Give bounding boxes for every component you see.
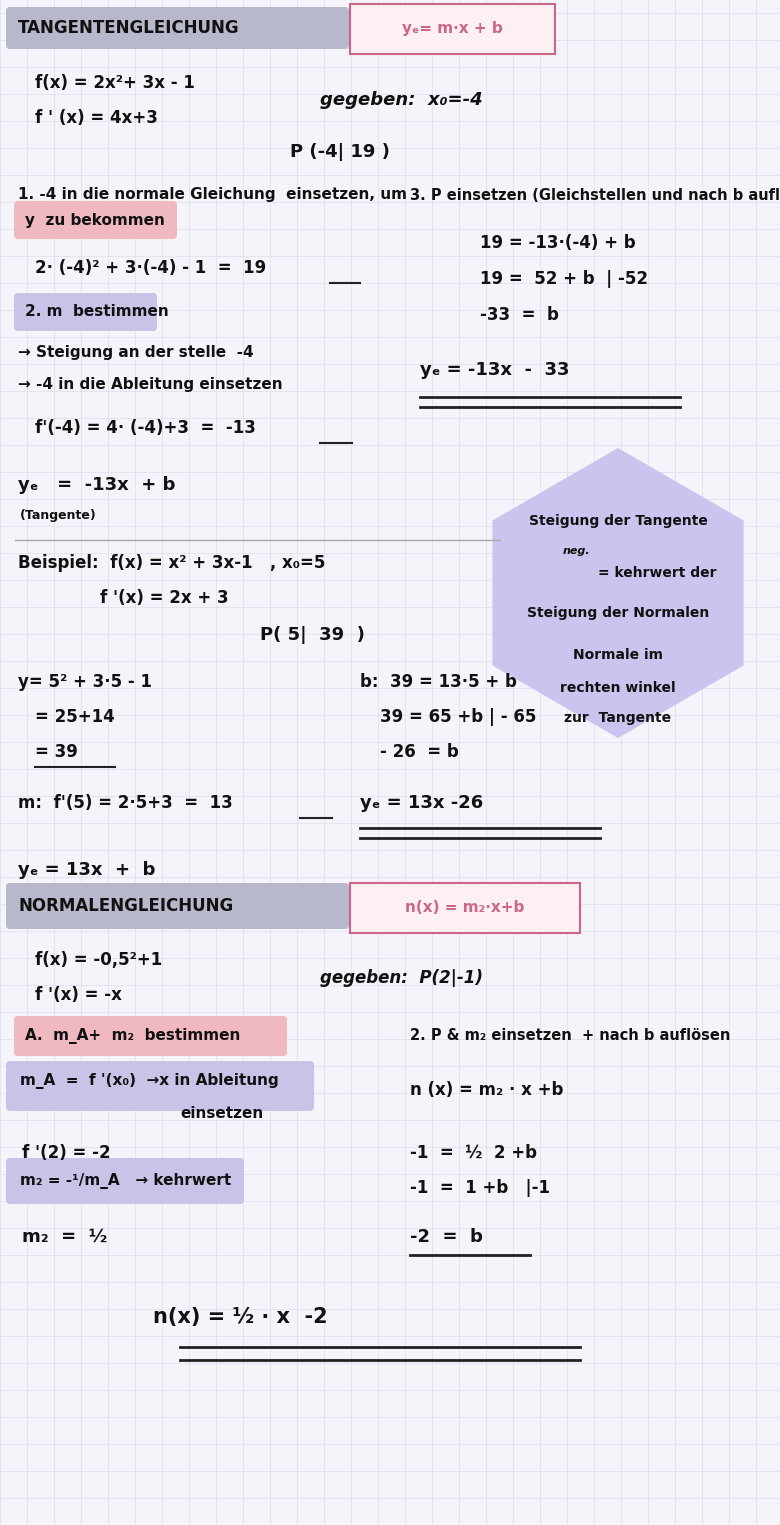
Text: yₑ = 13x -26: yₑ = 13x -26 xyxy=(360,795,484,811)
Text: - 26  = b: - 26 = b xyxy=(380,743,459,761)
Text: 3. P einsetzen (Gleichstellen und nach b auflösen): 3. P einsetzen (Gleichstellen und nach b… xyxy=(410,188,780,203)
FancyBboxPatch shape xyxy=(350,5,555,53)
Text: yₑ   =  -13x  + b: yₑ = -13x + b xyxy=(18,476,176,494)
Polygon shape xyxy=(492,448,743,738)
Text: 39 = 65 +b | - 65: 39 = 65 +b | - 65 xyxy=(380,708,537,726)
Text: → -4 in die Ableitung einsetzen: → -4 in die Ableitung einsetzen xyxy=(18,378,282,392)
Text: n (x) = m₂ · x +b: n (x) = m₂ · x +b xyxy=(410,1081,563,1100)
Text: 19 = -13·(-4) + b: 19 = -13·(-4) + b xyxy=(480,233,636,252)
FancyBboxPatch shape xyxy=(6,1157,244,1205)
Text: m₂ = -¹/m_A   → kehrwert: m₂ = -¹/m_A → kehrwert xyxy=(20,1173,231,1190)
Text: b:  39 = 13·5 + b: b: 39 = 13·5 + b xyxy=(360,673,517,691)
Text: -1  =  1 +b   |-1: -1 = 1 +b |-1 xyxy=(410,1179,550,1197)
Text: 2. m  bestimmen: 2. m bestimmen xyxy=(25,305,168,320)
Text: m_A  =  f '(x₀)  →x in Ableitung: m_A = f '(x₀) →x in Ableitung xyxy=(20,1074,278,1089)
Text: -1  =  ½  2 +b: -1 = ½ 2 +b xyxy=(410,1144,537,1162)
FancyBboxPatch shape xyxy=(14,293,157,331)
FancyBboxPatch shape xyxy=(14,1016,287,1055)
Text: A.  m_A+  m₂  bestimmen: A. m_A+ m₂ bestimmen xyxy=(25,1028,240,1045)
Text: m:  f'(5) = 2·5+3  =  13: m: f'(5) = 2·5+3 = 13 xyxy=(18,795,232,811)
Text: f '(x) = 2x + 3: f '(x) = 2x + 3 xyxy=(100,589,229,607)
FancyBboxPatch shape xyxy=(14,201,177,239)
Text: f ' (x) = 4x+3: f ' (x) = 4x+3 xyxy=(35,108,158,127)
Text: y= 5² + 3·5 - 1: y= 5² + 3·5 - 1 xyxy=(18,673,152,691)
Text: f '(x) = -x: f '(x) = -x xyxy=(35,987,122,1003)
Text: = kehrwert der: = kehrwert der xyxy=(598,566,717,580)
Text: 19 =  52 + b  | -52: 19 = 52 + b | -52 xyxy=(480,270,648,288)
Text: NORMALENGLEICHUNG: NORMALENGLEICHUNG xyxy=(18,897,233,915)
Text: f(x) = 2x²+ 3x - 1: f(x) = 2x²+ 3x - 1 xyxy=(35,75,195,92)
Text: rechten winkel: rechten winkel xyxy=(560,682,675,695)
Text: neg.: neg. xyxy=(563,546,590,557)
Text: zur  Tangente: zur Tangente xyxy=(565,711,672,724)
Text: 2. P & m₂ einsetzen  + nach b auflösen: 2. P & m₂ einsetzen + nach b auflösen xyxy=(410,1028,730,1043)
Text: yₑ= m·x + b: yₑ= m·x + b xyxy=(402,21,502,37)
Text: -33  =  b: -33 = b xyxy=(480,307,559,323)
Text: n(x) = ½ · x  -2: n(x) = ½ · x -2 xyxy=(153,1307,328,1327)
Text: → Steigung an der stelle  -4: → Steigung an der stelle -4 xyxy=(18,346,254,360)
Text: 2· (-4)² + 3·(-4) - 1  =  19: 2· (-4)² + 3·(-4) - 1 = 19 xyxy=(35,259,266,278)
FancyBboxPatch shape xyxy=(350,883,580,933)
FancyBboxPatch shape xyxy=(6,8,349,49)
Text: Steigung der Tangente: Steigung der Tangente xyxy=(529,514,707,528)
Text: Normale im: Normale im xyxy=(573,648,663,662)
Text: yₑ = 13x  +  b: yₑ = 13x + b xyxy=(18,862,155,878)
Text: gegeben:  x₀=-4: gegeben: x₀=-4 xyxy=(320,92,483,108)
Text: einsetzen: einsetzen xyxy=(180,1106,264,1121)
Text: y  zu bekommen: y zu bekommen xyxy=(25,212,165,227)
Text: f'(-4) = 4· (-4)+3  =  -13: f'(-4) = 4· (-4)+3 = -13 xyxy=(35,419,256,438)
Text: f '(2) = -2: f '(2) = -2 xyxy=(22,1144,111,1162)
Text: = 39: = 39 xyxy=(35,743,78,761)
Text: P( 5|  39  ): P( 5| 39 ) xyxy=(260,625,365,644)
Text: = 25+14: = 25+14 xyxy=(35,708,115,726)
Text: P (-4| 19 ): P (-4| 19 ) xyxy=(290,143,390,162)
FancyBboxPatch shape xyxy=(6,1061,314,1112)
Text: yₑ = -13x  -  33: yₑ = -13x - 33 xyxy=(420,361,569,380)
Text: Steigung der Normalen: Steigung der Normalen xyxy=(526,605,709,621)
Text: f(x) = -0,5²+1: f(x) = -0,5²+1 xyxy=(35,952,162,968)
Text: n(x) = m₂·x+b: n(x) = m₂·x+b xyxy=(406,900,525,915)
FancyBboxPatch shape xyxy=(6,883,349,929)
Text: (Tangente): (Tangente) xyxy=(20,508,97,522)
Text: gegeben:  P(2|-1): gegeben: P(2|-1) xyxy=(320,968,483,987)
Text: m₂  =  ½: m₂ = ½ xyxy=(22,1228,108,1246)
Text: TANGENTENGLEICHUNG: TANGENTENGLEICHUNG xyxy=(18,18,239,37)
Text: 1. -4 in die normale Gleichung  einsetzen, um: 1. -4 in die normale Gleichung einsetzen… xyxy=(18,188,407,203)
Text: -2  =  b: -2 = b xyxy=(410,1228,483,1246)
Text: Beispiel:  f(x) = x² + 3x-1   , x₀=5: Beispiel: f(x) = x² + 3x-1 , x₀=5 xyxy=(18,554,325,572)
